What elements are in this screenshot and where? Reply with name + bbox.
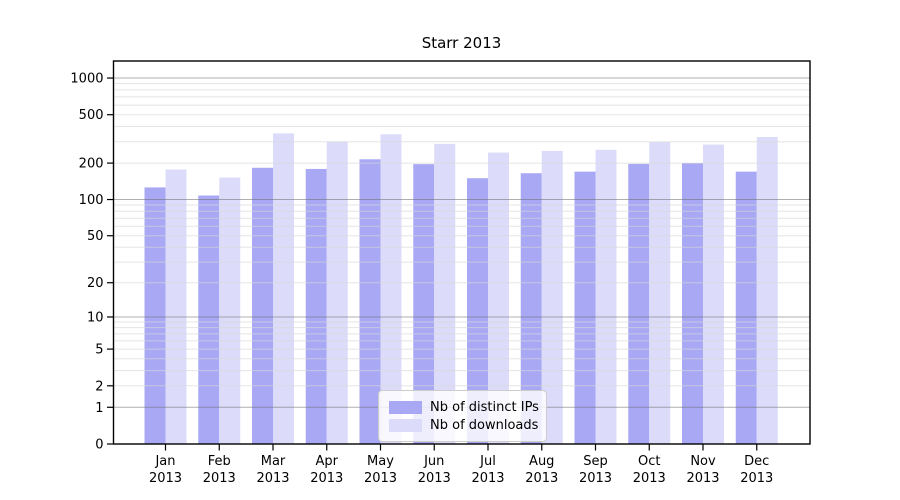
bar-nb-of-distinct-ips-oct [628,163,650,444]
y-tick-label-500: 500 [79,108,104,123]
legend-swatch-distinct-ips [389,400,422,414]
x-tick-label-nov: Nov 2013 [686,454,719,486]
bar-nb-of-downloads-jul [488,152,509,444]
bar-nb-of-downloads-feb [219,177,241,445]
legend: Nb of distinct IPs Nb of downloads [378,390,547,442]
x-tick-label-jun: Jun 2013 [418,454,451,486]
x-tick-label-dec: Dec 2013 [740,454,773,486]
bar-nb-of-distinct-ips-feb [198,195,220,444]
bar-nb-of-downloads-dec [756,136,778,445]
y-tick-label-0: 0 [95,438,103,453]
bar-nb-of-distinct-ips-jul [467,178,488,445]
y-tick-label-20: 20 [87,276,104,291]
bar-nb-of-distinct-ips-nov [682,163,703,444]
y-tick-label-100: 100 [79,193,104,208]
bar-nb-of-downloads-may [380,134,402,444]
bars-group [144,133,778,445]
bar-nb-of-downloads-mar [273,133,294,444]
legend-item-distinct-ips: Nb of distinct IPs [389,399,539,415]
bar-nb-of-downloads-nov [703,144,724,444]
bar-nb-of-downloads-jun [434,143,456,444]
x-tick-label-apr: Apr 2013 [310,454,343,486]
bar-nb-of-distinct-ips-apr [305,168,327,444]
grid-minor-group [113,83,810,387]
x-tick-label-oct: Oct 2013 [633,454,666,486]
bar-nb-of-distinct-ips-may [359,159,381,444]
x-tick-label-aug: Aug 2013 [525,454,558,486]
bar-nb-of-distinct-ips-mar [252,167,273,444]
y-tick-label-5: 5 [95,343,103,358]
legend-swatch-downloads [389,418,422,432]
x-tick-label-mar: Mar 2013 [256,454,289,486]
bar-nb-of-distinct-ips-aug [520,173,542,444]
chart-title: Starr 2013 [421,34,502,52]
bar-nb-of-downloads-oct [649,142,671,445]
bar-nb-of-distinct-ips-jun [413,164,435,444]
y-tick-label-50: 50 [87,229,104,244]
bar-nb-of-distinct-ips-jan [144,187,166,444]
bar-nb-of-distinct-ips-sep [574,171,596,444]
x-tick-label-may: May 2013 [364,454,397,486]
y-tick-label-1: 1 [95,401,103,416]
x-axis: Jan 2013 Feb 2013 Mar 2013 Apr 2013 May 2013 Jun 20… [149,444,773,486]
bar-nb-of-downloads-sep [595,149,617,445]
bar-nb-of-downloads-apr [326,141,348,444]
bar-nb-of-distinct-ips-dec [735,171,757,444]
x-tick-label-sep: Sep 2013 [579,454,612,486]
y-tick-label-2: 2 [95,379,103,394]
legend-label-downloads: Nb of downloads [430,417,539,433]
x-tick-label-jul: Jul 2013 [471,454,504,486]
y-tick-label-1000: 1000 [70,72,103,87]
y-axis: 0 1 2 5 10 20 50 100 200 500 1000 [70,72,114,453]
y-tick-label-10: 10 [87,310,104,325]
plot-border [112,60,811,445]
y-tick-label-200: 200 [79,157,104,172]
x-tick-label-feb: Feb 2013 [203,454,236,486]
legend-item-downloads: Nb of downloads [389,417,539,433]
bar-nb-of-downloads-jan [165,169,187,444]
legend-label-distinct-ips: Nb of distinct IPs [430,399,539,415]
x-tick-label-jan: Jan 2013 [149,454,182,486]
